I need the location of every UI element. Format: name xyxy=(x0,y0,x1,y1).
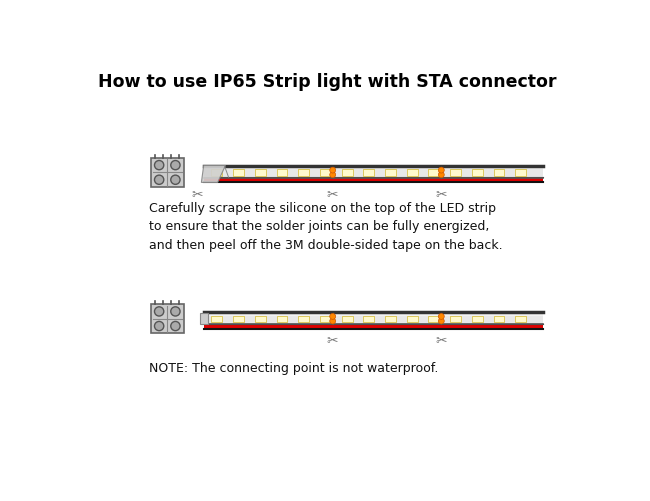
Circle shape xyxy=(155,307,164,317)
Bar xyxy=(211,170,222,176)
Bar xyxy=(211,316,222,322)
Circle shape xyxy=(155,176,164,185)
Bar xyxy=(276,316,287,322)
Bar xyxy=(298,316,309,322)
Bar xyxy=(363,170,374,176)
Circle shape xyxy=(155,161,164,170)
Bar xyxy=(407,316,417,322)
Bar xyxy=(493,316,504,322)
Circle shape xyxy=(330,319,335,324)
Bar xyxy=(450,170,461,176)
Text: ✂: ✂ xyxy=(327,187,339,201)
Text: ✂: ✂ xyxy=(192,187,203,201)
Bar xyxy=(298,170,309,176)
Bar xyxy=(203,178,543,182)
Bar xyxy=(363,316,374,322)
Circle shape xyxy=(438,314,444,320)
Polygon shape xyxy=(202,166,226,183)
Bar xyxy=(450,316,461,322)
Bar xyxy=(407,170,417,176)
Bar xyxy=(428,316,439,322)
Circle shape xyxy=(171,161,180,170)
Text: NOTE: The connecting point is not waterproof.: NOTE: The connecting point is not waterp… xyxy=(150,361,439,374)
Circle shape xyxy=(155,322,164,331)
Bar xyxy=(255,170,266,176)
Circle shape xyxy=(171,176,180,185)
Bar xyxy=(320,316,331,322)
Bar xyxy=(200,314,207,325)
Text: ✂: ✂ xyxy=(436,334,447,348)
Bar xyxy=(203,314,543,316)
Bar xyxy=(515,170,526,176)
Bar xyxy=(233,170,244,176)
Circle shape xyxy=(438,172,444,178)
Bar xyxy=(385,316,396,322)
Circle shape xyxy=(171,307,180,317)
Bar xyxy=(233,316,244,322)
Bar xyxy=(515,316,526,322)
Text: ✂: ✂ xyxy=(436,187,447,201)
Bar xyxy=(342,316,352,322)
Circle shape xyxy=(330,168,335,174)
Circle shape xyxy=(330,172,335,178)
Bar xyxy=(320,170,331,176)
Bar xyxy=(385,170,396,176)
Circle shape xyxy=(171,322,180,331)
Circle shape xyxy=(438,319,444,324)
Text: How to use IP65 Strip light with STA connector: How to use IP65 Strip light with STA con… xyxy=(98,73,557,91)
Circle shape xyxy=(330,314,335,320)
Circle shape xyxy=(438,168,444,174)
Bar xyxy=(472,316,483,322)
Bar xyxy=(276,170,287,176)
Text: Carefully scrape the silicone on the top of the LED strip
to ensure that the sol: Carefully scrape the silicone on the top… xyxy=(150,201,503,252)
Bar xyxy=(203,314,543,325)
Bar xyxy=(203,325,543,328)
Text: ✂: ✂ xyxy=(327,334,339,348)
Bar xyxy=(203,168,543,170)
Bar xyxy=(151,305,183,334)
Bar xyxy=(255,316,266,322)
Bar xyxy=(342,170,352,176)
Bar xyxy=(151,158,183,188)
Bar xyxy=(493,170,504,176)
Bar xyxy=(428,170,439,176)
Bar xyxy=(203,168,543,178)
Bar xyxy=(472,170,483,176)
